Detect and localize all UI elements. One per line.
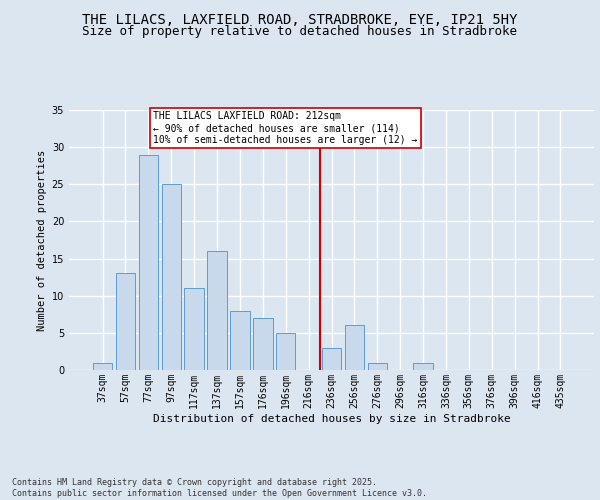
Text: Size of property relative to detached houses in Stradbroke: Size of property relative to detached ho…: [83, 25, 517, 38]
Bar: [253, 318, 272, 370]
Text: THE LILACS LAXFIELD ROAD: 212sqm
← 90% of detached houses are smaller (114)
10% : THE LILACS LAXFIELD ROAD: 212sqm ← 90% o…: [153, 112, 418, 144]
Bar: [116, 274, 135, 370]
Bar: [368, 362, 387, 370]
Bar: [276, 333, 295, 370]
Bar: [184, 288, 204, 370]
Bar: [93, 362, 112, 370]
Text: THE LILACS, LAXFIELD ROAD, STRADBROKE, EYE, IP21 5HY: THE LILACS, LAXFIELD ROAD, STRADBROKE, E…: [82, 12, 518, 26]
Bar: [322, 348, 341, 370]
Bar: [139, 154, 158, 370]
Bar: [344, 326, 364, 370]
Bar: [413, 362, 433, 370]
Y-axis label: Number of detached properties: Number of detached properties: [37, 150, 47, 330]
Text: Contains HM Land Registry data © Crown copyright and database right 2025.
Contai: Contains HM Land Registry data © Crown c…: [12, 478, 427, 498]
Bar: [161, 184, 181, 370]
Bar: [230, 310, 250, 370]
Bar: [208, 251, 227, 370]
X-axis label: Distribution of detached houses by size in Stradbroke: Distribution of detached houses by size …: [152, 414, 511, 424]
